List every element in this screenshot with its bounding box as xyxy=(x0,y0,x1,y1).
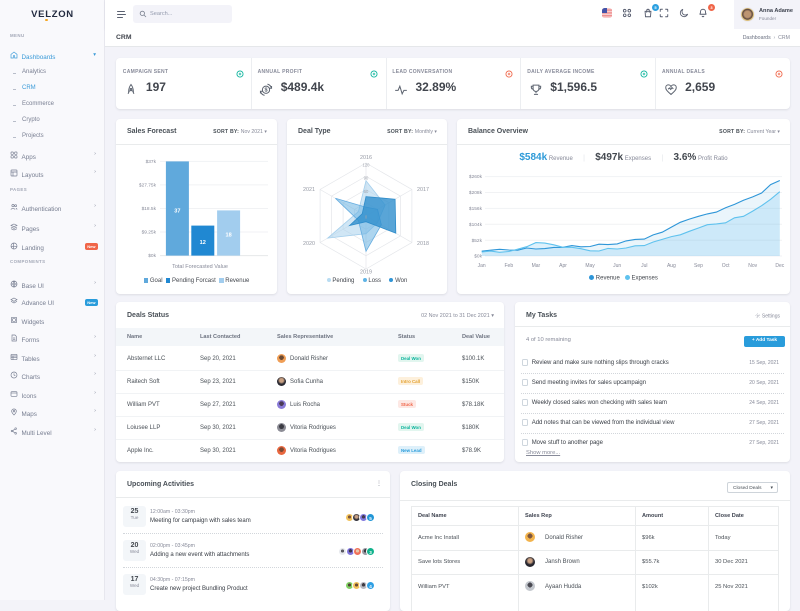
svg-text:Dec: Dec xyxy=(775,263,784,269)
svg-text:60: 60 xyxy=(364,189,369,194)
svg-text:2020: 2020 xyxy=(303,241,315,247)
svg-text:$156k: $156k xyxy=(469,206,483,212)
svg-text:Jan: Jan xyxy=(478,263,486,269)
svg-text:2016: 2016 xyxy=(360,155,372,161)
svg-text:Total Forecasted Value: Total Forecasted Value xyxy=(172,264,228,269)
svg-text:$: $ xyxy=(265,87,268,93)
svg-text:$0k: $0k xyxy=(474,254,482,260)
svg-text:2021: 2021 xyxy=(303,187,315,193)
svg-text:Feb: Feb xyxy=(504,263,513,269)
svg-text:12: 12 xyxy=(200,240,206,246)
svg-text:18: 18 xyxy=(225,233,231,239)
svg-text:Aug: Aug xyxy=(667,263,676,269)
svg-text:Apr: Apr xyxy=(559,263,567,269)
svg-text:$9.25k: $9.25k xyxy=(142,230,157,236)
svg-text:May: May xyxy=(585,263,595,269)
svg-text:$104k: $104k xyxy=(469,222,483,228)
svg-text:$37k: $37k xyxy=(146,159,157,165)
svg-text:Mar: Mar xyxy=(532,263,541,269)
svg-text:$52k: $52k xyxy=(472,238,483,244)
svg-text:Nov: Nov xyxy=(748,263,757,269)
svg-text:0: 0 xyxy=(365,215,368,220)
svg-text:Jun: Jun xyxy=(613,263,621,269)
svg-text:$27.75k: $27.75k xyxy=(139,183,157,189)
svg-text:37: 37 xyxy=(174,208,180,214)
svg-text:120: 120 xyxy=(363,163,371,168)
svg-text:2019: 2019 xyxy=(360,270,372,276)
svg-text:$260k: $260k xyxy=(469,174,483,180)
svg-text:2018: 2018 xyxy=(417,241,429,247)
svg-text:2017: 2017 xyxy=(417,187,429,193)
svg-text:$0k: $0k xyxy=(148,253,156,259)
svg-text:Oct: Oct xyxy=(722,263,730,269)
svg-text:$18.5k: $18.5k xyxy=(142,206,157,212)
svg-text:$208k: $208k xyxy=(469,190,483,196)
svg-text:Sep: Sep xyxy=(694,263,703,269)
svg-text:Jul: Jul xyxy=(641,263,647,269)
svg-text:90: 90 xyxy=(364,176,369,181)
